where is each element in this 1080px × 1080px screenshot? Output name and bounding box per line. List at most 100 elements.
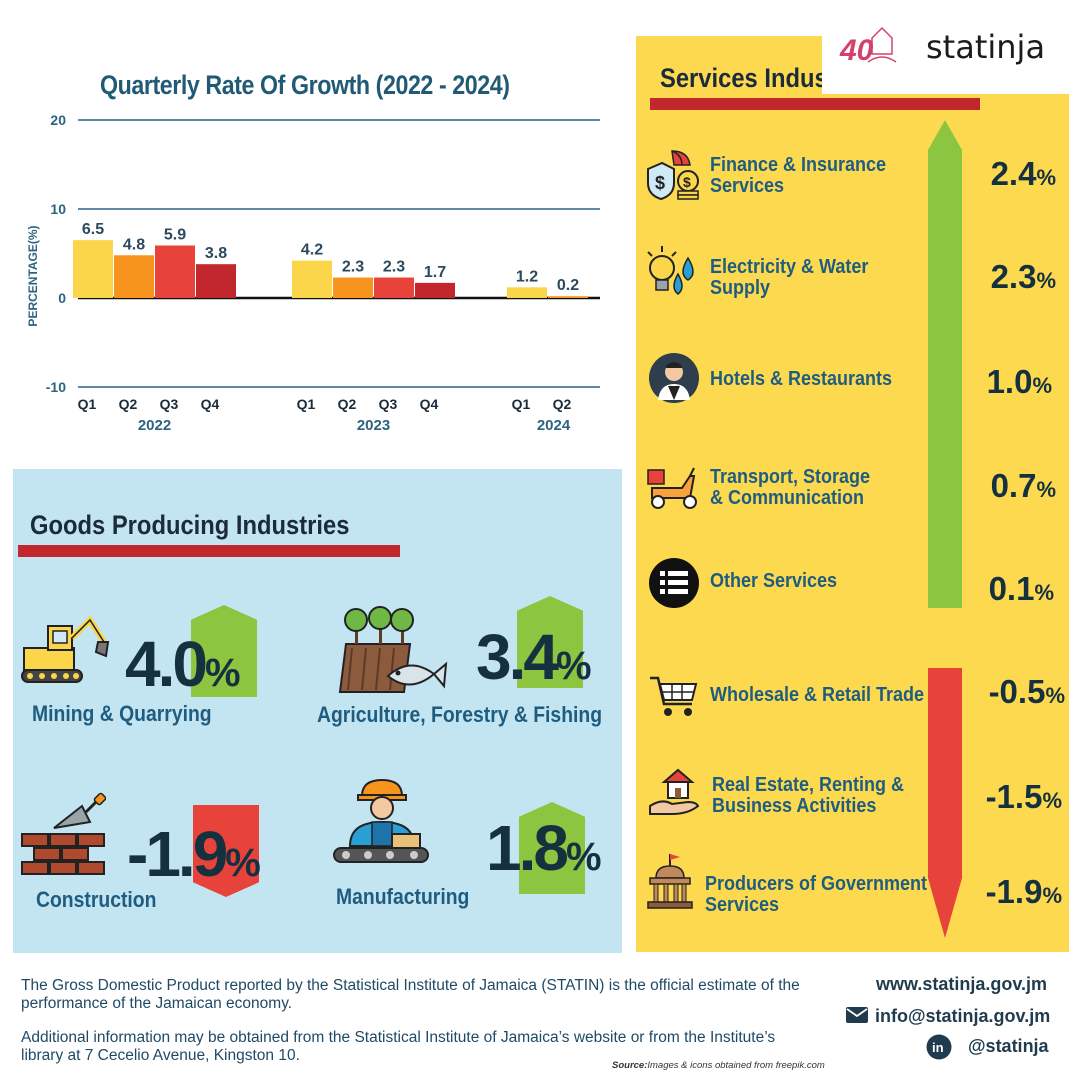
goods-title: Goods Producing Industries [30,510,350,540]
x-tick-label: Q2 [338,396,357,412]
goods-title-underline [18,545,400,557]
x-tick-label: Q3 [379,396,398,412]
service-value-government: -1.9% [985,873,1062,910]
year-label: 2023 [357,417,390,434]
svg-text:$: $ [683,174,691,190]
construction-value: -1.9% [127,818,261,890]
x-tick-label: Q2 [119,396,138,412]
x-tick-label: Q1 [512,396,531,412]
service-label-real-estate: Real Estate, Renting & Business Activitie… [712,774,905,817]
service-value-real-estate: -1.5% [985,778,1062,815]
x-tick-label: Q1 [297,396,316,412]
manufacturing-label: Manufacturing [336,884,470,909]
mining-up-arrow [191,605,257,697]
svg-text:$: $ [655,173,665,193]
bar-value-label: 2.3 [383,259,405,276]
service-label-transport: Transport, Storage & Communication [710,466,871,509]
service-value-electricity: 2.3% [990,258,1056,295]
bulb-water-icon [647,246,694,295]
service-label-electricity: Electricity & Water Supply [710,256,869,299]
manufacturing-value: 1.8% [486,812,602,884]
services-title-underline [650,98,980,110]
construction-label: Construction [36,887,157,912]
bar-value-label: 5.9 [164,226,186,243]
x-tick-label: Q3 [160,396,179,412]
mining-value: 4.0% [125,628,241,700]
scooter-icon [647,467,697,509]
service-value-finance: 2.4% [990,155,1056,192]
bar [73,240,113,298]
bar-value-label: 4.2 [301,242,323,259]
construction-down-arrow [193,805,259,897]
bar-value-label: 2.3 [342,259,364,276]
x-tick-label: Q1 [78,396,97,412]
year-label: 2022 [138,417,171,434]
agriculture-value: 3.4% [476,621,592,693]
bar [196,264,236,298]
source-note: Source:Images & icons obtained from free… [612,1060,825,1071]
svg-text:in: in [932,1040,944,1055]
bar-value-label: 1.2 [516,268,538,285]
chart-title: Quarterly Rate Of Growth (2022 - 2024) [100,70,510,100]
email-icon [846,1007,868,1023]
factory-worker-icon [333,778,429,863]
social-handle[interactable]: @statinja [968,1036,1049,1056]
bar [114,255,154,298]
services-up-arrow [928,120,962,608]
agriculture-up-arrow [517,596,583,688]
y-tick-label: -10 [46,379,66,395]
services-panel [636,36,1069,952]
excavator-icon [21,615,110,683]
footer-paragraph-1: The Gross Domestic Product reported by t… [21,977,800,1012]
bar-value-label: 1.7 [424,264,446,281]
y-tick-label: 20 [50,112,66,128]
farm-fish-icon [338,606,448,693]
service-label-government: Producers of Government Services [705,873,928,916]
bar [292,260,332,298]
mining-label: Mining & Quarrying [32,701,212,726]
x-tick-label: Q2 [553,396,572,412]
linkedin-icon[interactable]: in [926,1034,952,1060]
service-label-finance: Finance & Insurance Services [710,154,887,197]
service-label-other: Other Services [710,570,838,592]
bar-value-label: 4.8 [123,236,145,253]
waiter-icon [649,353,699,403]
bar [155,245,195,298]
bar [374,277,414,298]
service-label-hotels: Hotels & Restaurants [710,368,893,390]
bar [333,277,373,298]
agriculture-label: Agriculture, Forestry & Fishing [317,702,603,727]
bar [415,282,455,298]
bar-value-label: 6.5 [82,221,104,238]
service-value-wholesale: -0.5% [988,673,1065,710]
service-value-other: 0.1% [988,570,1054,607]
y-axis-label: PERCENTAGE(%) [26,225,40,326]
bar [548,296,588,298]
service-value-hotels: 1.0% [986,363,1052,400]
x-tick-label: Q4 [420,396,439,412]
year-label: 2024 [537,417,571,434]
service-value-transport: 0.7% [990,467,1056,504]
anniversary-badge-icon: 40 [839,26,897,67]
website-link[interactable]: www.statinja.gov.jm [876,974,1048,994]
footer-paragraph-2: Additional information may be obtained f… [21,1029,776,1064]
house-hand-icon [649,768,700,815]
bricks-trowel-icon [21,792,106,875]
email-link[interactable]: info@statinja.gov.jm [875,1006,1051,1026]
brand-name[interactable]: statinja [926,28,1046,66]
services-down-arrow [928,668,962,938]
money-umbrella-icon: $ $ [647,150,699,201]
bar-value-label: 3.8 [205,245,227,262]
bar-chart: 20 10 0 -10 PERCENTAGE(%) 6.5 Q1 4.8 Q2 5.9 Q3 3.8 Q… [26,112,600,434]
y-tick-label: 0 [58,290,66,306]
bar-value-label: 0.2 [557,277,579,294]
x-tick-label: Q4 [201,396,220,412]
logo-box [822,20,1070,94]
manufacturing-up-arrow [519,802,585,894]
y-tick-label: 10 [50,201,66,217]
list-icon [649,558,699,608]
bar [507,287,547,298]
cart-icon [650,676,698,716]
government-building-icon [647,854,693,909]
service-label-wholesale: Wholesale & Retail Trade [710,684,925,706]
